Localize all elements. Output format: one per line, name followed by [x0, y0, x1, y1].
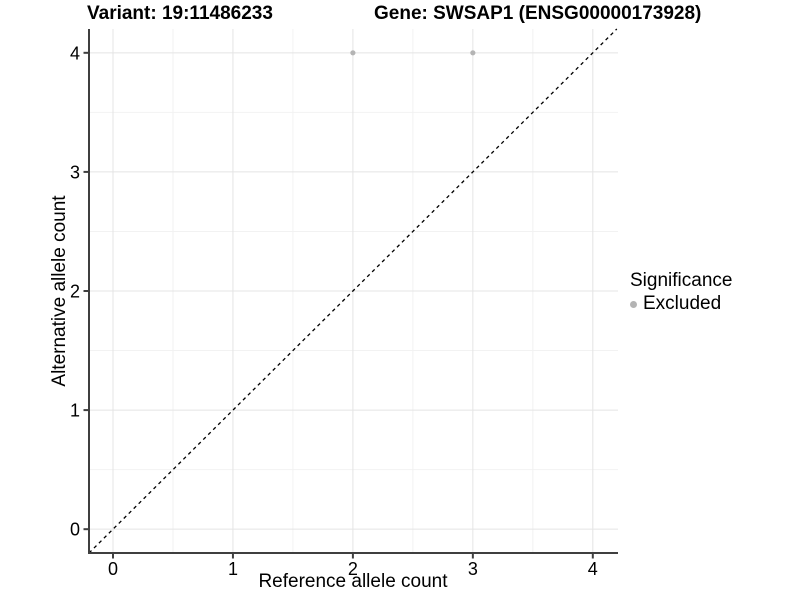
x-tick-label: 3	[468, 559, 478, 579]
y-tick-label: 4	[70, 43, 80, 63]
legend-item-label: Excluded	[643, 293, 722, 314]
x-tick-label: 0	[108, 559, 118, 579]
x-tick-label: 4	[588, 559, 598, 579]
x-axis-title: Reference allele count	[258, 571, 448, 592]
tick-marks	[83, 51, 594, 559]
data-points	[350, 50, 476, 56]
y-tick-label: 3	[70, 162, 80, 182]
y-tick-label: 2	[70, 282, 80, 302]
tick-labels: 0 1 2 3 4 0 1 2 3 4	[70, 43, 598, 579]
x-tick-label: 1	[228, 559, 238, 579]
y-tick-label: 0	[70, 520, 80, 540]
legend: Significance Excluded	[630, 270, 732, 315]
legend-item-excluded: Excluded	[630, 293, 732, 315]
y-tick-label: 1	[70, 401, 80, 421]
y-axis-title: Alternative allele count	[49, 195, 70, 387]
x-tick-label: 2	[348, 559, 358, 579]
variant-title: Variant: 19:11486233	[87, 3, 273, 24]
gene-title: Gene: SWSAP1 (ENSG00000173928)	[374, 3, 702, 24]
data-point	[470, 50, 476, 56]
minor-gridlines	[89, 29, 618, 553]
legend-title: Significance	[630, 270, 733, 291]
excluded-point-swatch	[630, 300, 637, 308]
identity-reference-line	[88, 28, 618, 554]
data-point	[350, 50, 356, 56]
